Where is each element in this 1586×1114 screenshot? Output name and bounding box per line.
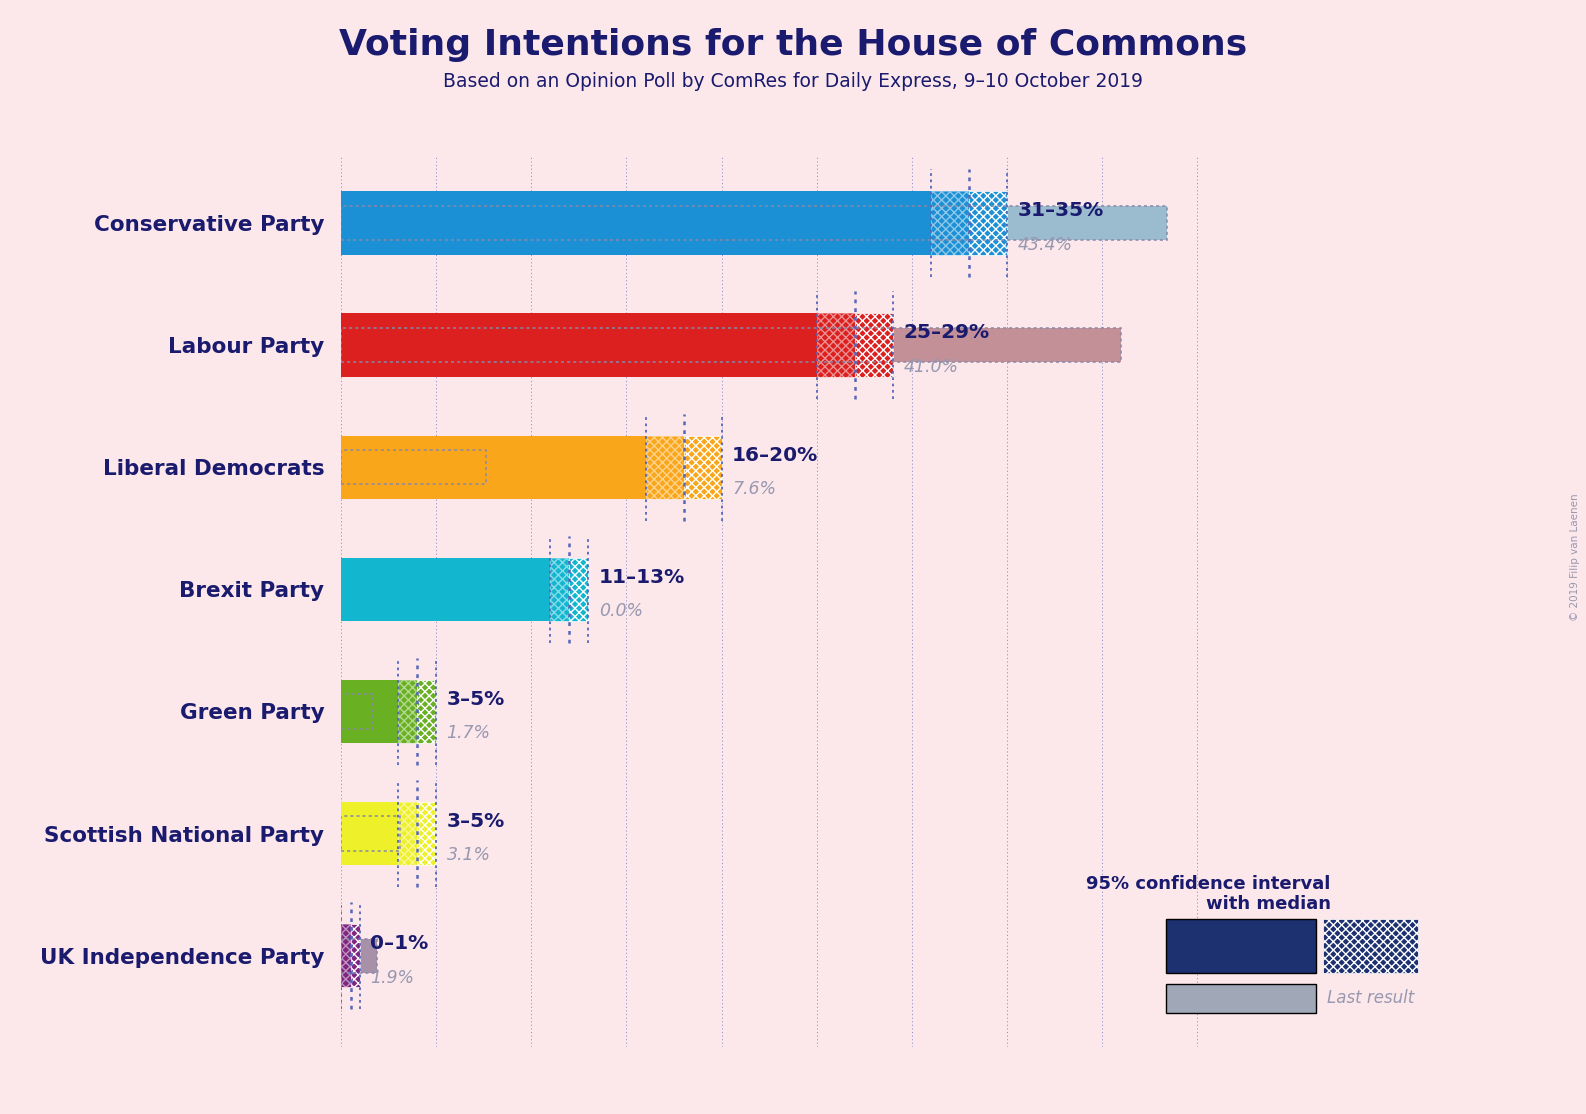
Bar bbox=[341, 206, 1167, 241]
Bar bbox=[341, 450, 485, 485]
Bar bbox=[341, 817, 400, 851]
Bar bbox=[341, 450, 485, 485]
Bar bbox=[341, 436, 684, 499]
Text: 3.1%: 3.1% bbox=[447, 847, 490, 864]
Bar bbox=[646, 436, 684, 499]
Bar bbox=[341, 802, 417, 866]
Text: 7.6%: 7.6% bbox=[733, 480, 776, 498]
Text: Based on an Opinion Poll by ComRes for Daily Express, 9–10 October 2019: Based on an Opinion Poll by ComRes for D… bbox=[442, 72, 1144, 91]
Bar bbox=[341, 313, 855, 377]
Bar bbox=[341, 817, 400, 851]
Bar bbox=[550, 558, 569, 622]
Text: Last result: Last result bbox=[1327, 989, 1415, 1007]
Bar bbox=[817, 313, 855, 377]
Bar bbox=[417, 680, 436, 743]
Bar bbox=[351, 924, 360, 987]
Bar bbox=[341, 924, 351, 987]
Bar bbox=[341, 938, 377, 973]
Bar bbox=[341, 680, 417, 743]
Text: 3–5%: 3–5% bbox=[447, 690, 504, 709]
Text: 41.0%: 41.0% bbox=[904, 359, 958, 377]
Bar bbox=[341, 694, 373, 729]
Text: 31–35%: 31–35% bbox=[1018, 202, 1104, 221]
Bar bbox=[931, 192, 969, 255]
Text: 0.0%: 0.0% bbox=[600, 603, 642, 620]
Bar bbox=[969, 192, 1007, 255]
Text: 11–13%: 11–13% bbox=[600, 568, 685, 587]
Bar bbox=[341, 558, 569, 622]
Text: 1.9%: 1.9% bbox=[371, 968, 414, 987]
Text: Voting Intentions for the House of Commons: Voting Intentions for the House of Commo… bbox=[339, 28, 1247, 62]
Bar bbox=[855, 313, 893, 377]
Bar bbox=[398, 680, 417, 743]
Bar bbox=[569, 558, 588, 622]
Text: 1.7%: 1.7% bbox=[447, 724, 490, 742]
Text: 0–1%: 0–1% bbox=[371, 934, 428, 952]
Bar bbox=[341, 938, 377, 973]
Text: 95% confidence interval
with median: 95% confidence interval with median bbox=[1086, 874, 1331, 913]
Bar bbox=[341, 694, 373, 729]
Text: 43.4%: 43.4% bbox=[1018, 236, 1072, 254]
Bar bbox=[341, 924, 351, 987]
Text: 16–20%: 16–20% bbox=[733, 446, 818, 465]
Bar bbox=[417, 802, 436, 866]
Bar bbox=[398, 802, 417, 866]
Text: 3–5%: 3–5% bbox=[447, 812, 504, 831]
Text: 25–29%: 25–29% bbox=[904, 323, 990, 342]
Bar bbox=[341, 329, 1121, 362]
Text: © 2019 Filip van Laenen: © 2019 Filip van Laenen bbox=[1570, 494, 1580, 620]
Bar bbox=[684, 436, 722, 499]
Bar bbox=[341, 206, 1167, 241]
Bar bbox=[341, 329, 1121, 362]
Bar bbox=[341, 192, 969, 255]
